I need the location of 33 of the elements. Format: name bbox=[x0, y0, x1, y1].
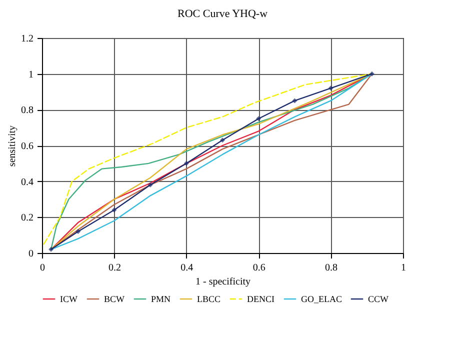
x-tick-label: 0 bbox=[40, 262, 45, 274]
point bbox=[112, 208, 117, 212]
x-axis-title: 1 - specificity bbox=[196, 276, 250, 288]
legend-label: CCW bbox=[368, 294, 390, 304]
point bbox=[48, 246, 54, 252]
point bbox=[256, 116, 262, 122]
legend-label: GO_ELAC bbox=[301, 294, 342, 304]
x-tick-label: 0.6 bbox=[252, 262, 266, 274]
y-tick-label: 0.8 bbox=[21, 105, 34, 116]
y-tick-label: 0.2 bbox=[21, 212, 34, 224]
y-tick-label: 0.4 bbox=[21, 176, 34, 188]
x-tick-label: 0.8 bbox=[325, 262, 338, 274]
y-axis-title: sensitivity bbox=[7, 125, 18, 167]
legend-label: ICW bbox=[60, 294, 78, 304]
y-tick-label: 0 bbox=[28, 248, 34, 260]
y-tick-label: 1.2 bbox=[21, 34, 34, 44]
point bbox=[292, 98, 298, 104]
legend-label: LBCC bbox=[197, 294, 221, 304]
point bbox=[184, 160, 189, 166]
point bbox=[369, 71, 374, 76]
x-tick-label: 0.4 bbox=[180, 262, 194, 274]
legend-label: PMN bbox=[151, 294, 172, 304]
legend-label: DENCI bbox=[247, 294, 274, 304]
chart-title: ROC Curve YHQ-w bbox=[177, 8, 268, 20]
x-tick-label: 1 bbox=[401, 262, 406, 274]
point bbox=[76, 229, 81, 234]
point bbox=[328, 86, 334, 91]
point bbox=[220, 138, 225, 143]
x-tick-label: 0.2 bbox=[108, 262, 121, 274]
y-tick-label: 0.6 bbox=[21, 141, 34, 152]
point bbox=[148, 182, 153, 188]
y-tick-label: 1 bbox=[28, 69, 34, 80]
legend-label: BCW bbox=[104, 294, 126, 304]
